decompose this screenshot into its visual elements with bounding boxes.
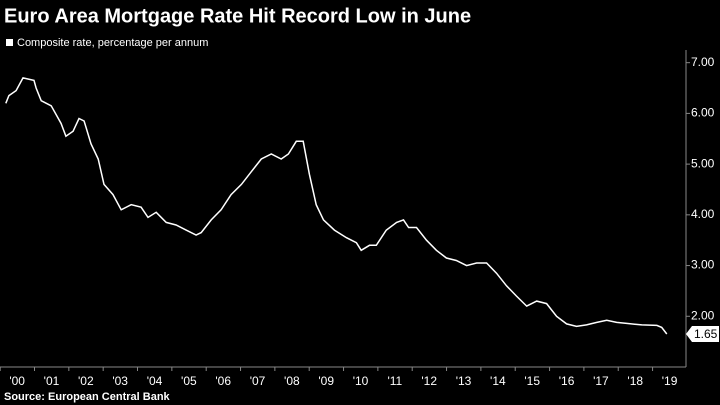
y-tick-label: 5.00 xyxy=(691,156,715,170)
x-tick-label: '15 xyxy=(524,374,540,388)
x-tick-label: '10 xyxy=(353,374,369,388)
legend-label: Composite rate, percentage per annum xyxy=(17,37,208,49)
y-tick-label: 4.00 xyxy=(691,207,715,221)
x-tick-label: '06 xyxy=(215,374,231,388)
source: Source: European Central Bank xyxy=(4,391,171,403)
legend-swatch xyxy=(6,39,13,46)
x-tick-label: '19 xyxy=(662,374,678,388)
x-tick-label: '04 xyxy=(147,374,163,388)
x-tick-label: '12 xyxy=(421,374,437,388)
y-tick-label: 2.00 xyxy=(691,308,715,322)
x-tick-label: '08 xyxy=(284,374,300,388)
x-tick-label: '18 xyxy=(627,374,643,388)
x-tick-label: '16 xyxy=(559,374,575,388)
x-tick-label: '17 xyxy=(593,374,609,388)
x-tick-label: '00 xyxy=(9,374,25,388)
x-tick-label: '02 xyxy=(78,374,94,388)
line xyxy=(5,77,668,335)
x-tick-label: '05 xyxy=(181,374,197,388)
y-tick-label: 6.00 xyxy=(691,106,715,120)
x-tick-label: '14 xyxy=(490,374,506,388)
x-tick-label: '13 xyxy=(456,374,472,388)
x-tick-label: '11 xyxy=(387,374,402,388)
y-tick-label: 3.00 xyxy=(691,258,715,272)
end-label-box xyxy=(686,326,719,343)
x-tick-label: '01 xyxy=(44,374,60,388)
x-tick-label: '09 xyxy=(318,374,334,388)
end-label: 1.65 xyxy=(694,327,718,341)
x-tick-label: '07 xyxy=(250,374,266,388)
chart-title: Euro Area Mortgage Rate Hit Record Low i… xyxy=(4,5,471,27)
y-tick-label: 7.00 xyxy=(691,55,715,69)
x-tick-label: '03 xyxy=(112,374,128,388)
